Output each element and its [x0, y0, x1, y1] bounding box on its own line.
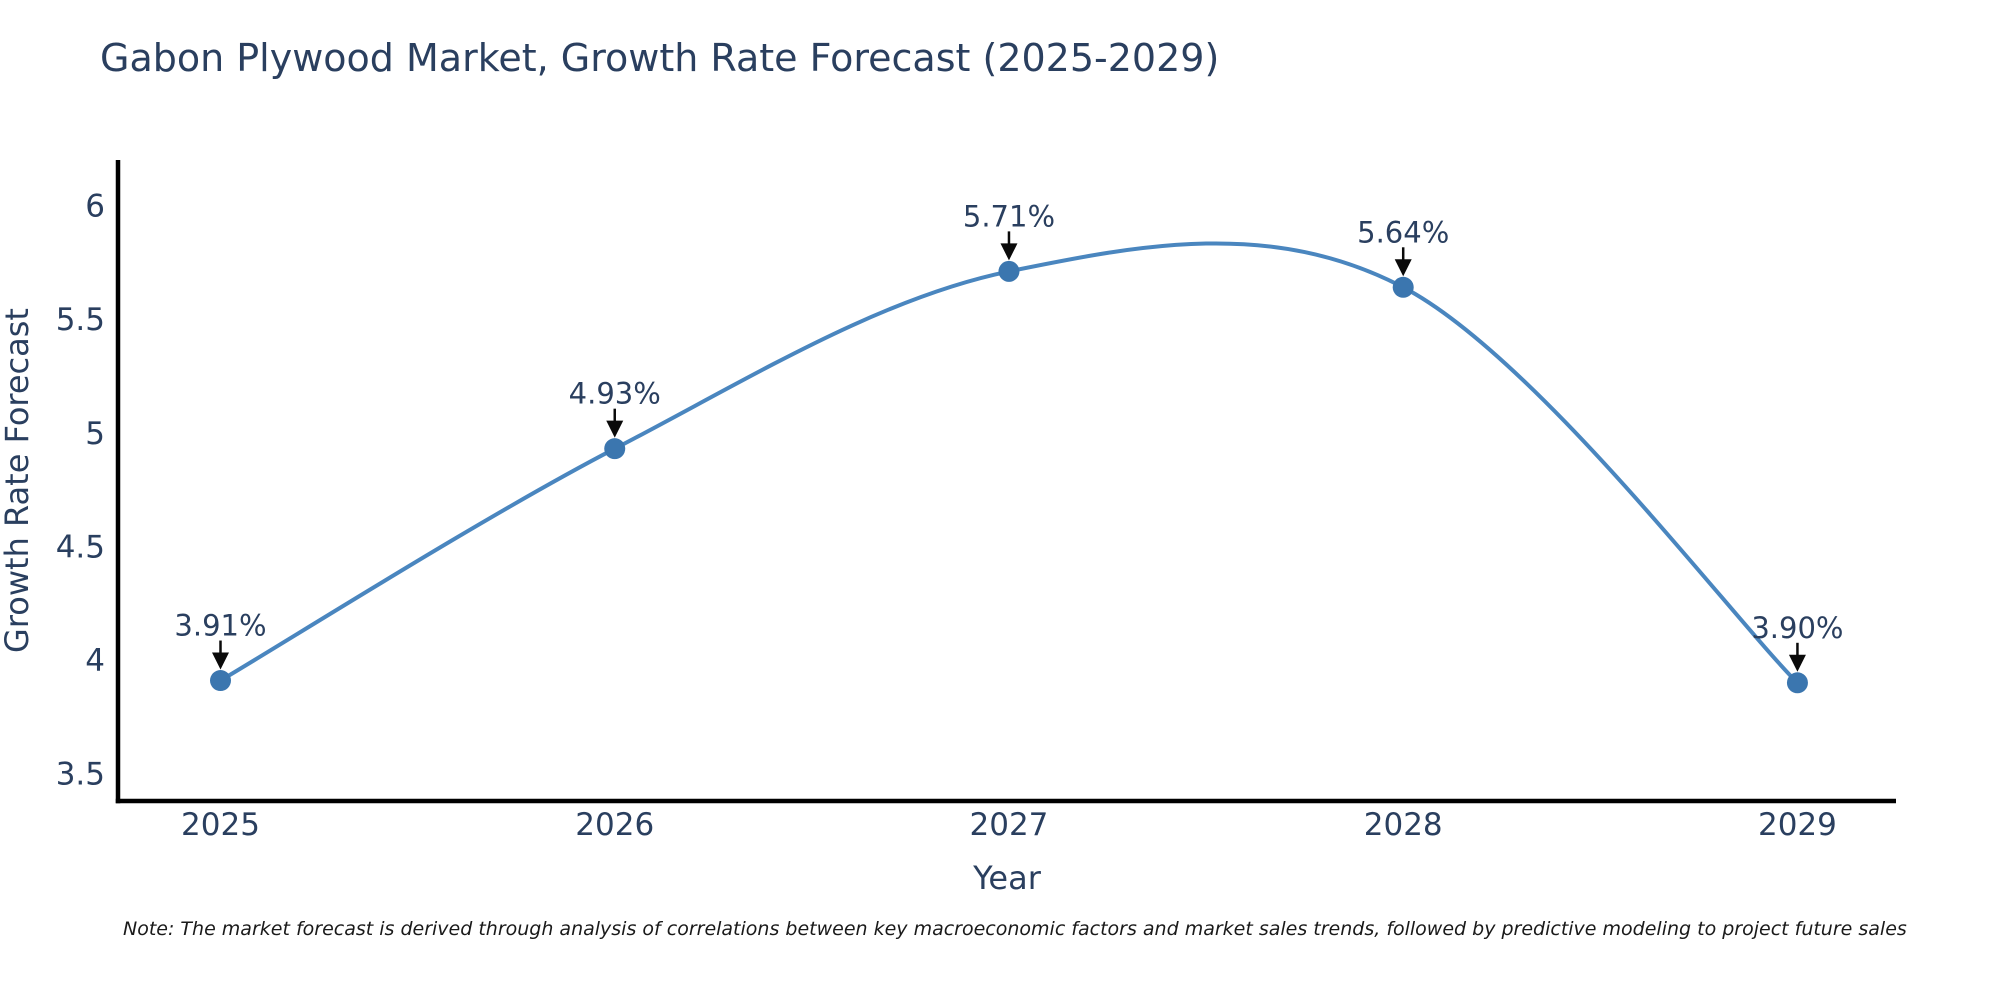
data-point-annotation: 3.91%: [174, 609, 266, 643]
data-point-annotation: 3.90%: [1751, 611, 1843, 645]
x-tick-label: 2026: [575, 807, 654, 843]
y-tick-label: 3.5: [56, 757, 105, 793]
y-tick-label: 4: [85, 643, 105, 679]
data-point-marker: [1392, 276, 1414, 298]
annotation-arrowhead: [606, 420, 624, 438]
data-point-annotation: 5.64%: [1357, 215, 1449, 249]
x-axis-title: Year: [972, 859, 1042, 897]
x-tick-label: 2027: [970, 807, 1049, 843]
data-point-marker: [604, 438, 626, 460]
y-tick-label: 5.5: [56, 302, 105, 338]
data-point-marker: [210, 670, 232, 692]
annotation-arrowhead: [1394, 259, 1412, 277]
footnote: Note: The market forecast is derived thr…: [123, 918, 1907, 940]
x-tick-label: 2028: [1364, 807, 1443, 843]
x-tick-label: 2029: [1758, 807, 1837, 843]
data-point-marker: [998, 260, 1020, 282]
annotation-arrowhead: [1000, 243, 1018, 261]
chart-title: Gabon Plywood Market, Growth Rate Foreca…: [100, 36, 1220, 80]
annotation-arrowhead: [1788, 654, 1806, 672]
forecast-line: [218, 241, 1800, 685]
y-tick-label: 5: [85, 416, 105, 452]
data-point-annotation: 5.71%: [963, 199, 1055, 233]
data-point-annotation: 4.93%: [569, 377, 661, 411]
data-point-marker: [1786, 672, 1808, 694]
y-tick-label: 4.5: [56, 529, 105, 565]
y-axis-title: Growth Rate Forecast: [0, 308, 36, 653]
x-tick-label: 2025: [181, 807, 260, 843]
annotation-arrowhead: [212, 652, 230, 670]
y-tick-label: 6: [85, 188, 105, 224]
